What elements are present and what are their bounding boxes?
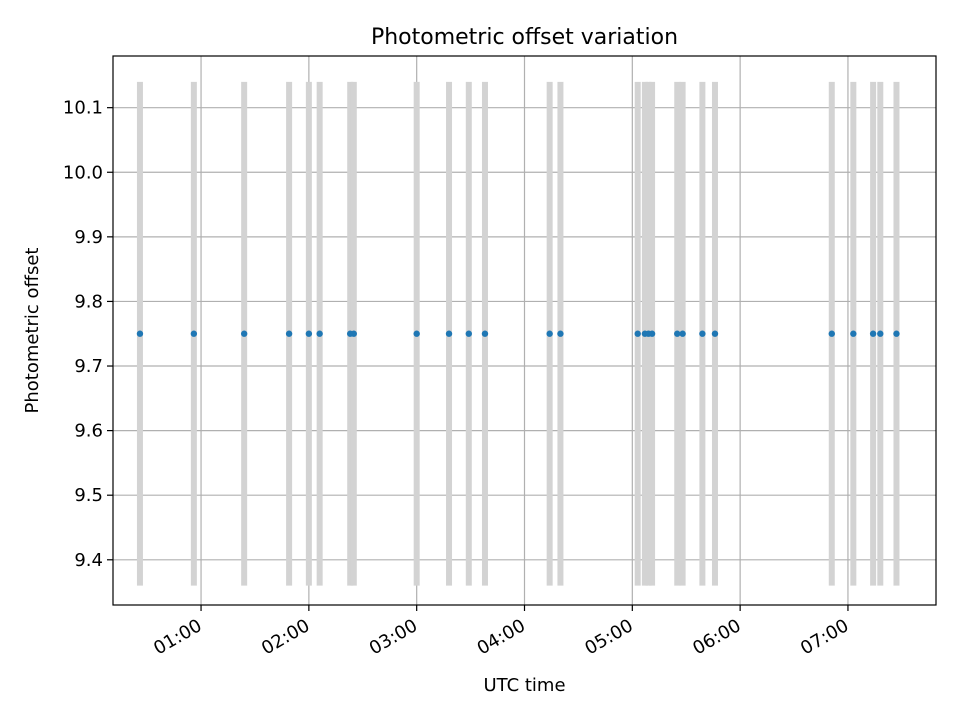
data-point <box>828 330 835 337</box>
data-point <box>445 330 453 337</box>
y-tick-label: 10.1 <box>63 98 103 119</box>
y-tick-label: 9.8 <box>74 291 103 312</box>
data-point <box>711 330 719 337</box>
data-point <box>679 330 686 337</box>
data-point <box>557 330 564 337</box>
y-tick-label: 9.6 <box>74 421 103 442</box>
data-point <box>893 330 900 337</box>
data-point <box>316 330 323 337</box>
y-tick-label: 9.9 <box>74 227 103 248</box>
data-point <box>648 330 656 337</box>
data-point <box>413 330 420 337</box>
chart-title: Photometric offset variation <box>371 25 678 50</box>
y-tick-label: 10.0 <box>63 162 103 183</box>
data-point <box>546 330 553 337</box>
data-point <box>850 330 857 337</box>
data-point <box>240 330 248 337</box>
data-point <box>674 330 681 337</box>
data-point <box>481 330 489 337</box>
data-point <box>350 330 357 337</box>
y-axis-ticks: 9.4 9.5 9.6 9.7 9.8 9.9 10.0 10.1 <box>63 98 113 571</box>
data-point <box>869 330 877 337</box>
y-tick-label: 9.7 <box>74 356 103 377</box>
data-point <box>136 330 144 337</box>
data-points <box>136 330 900 337</box>
y-axis-label: Photometric offset <box>22 248 43 414</box>
x-axis-label: UTC time <box>483 675 565 696</box>
y-tick-label: 9.5 <box>74 485 103 506</box>
data-point <box>305 330 313 337</box>
data-point <box>465 330 472 337</box>
data-point <box>190 330 198 337</box>
data-point <box>877 330 884 337</box>
data-point <box>699 330 706 337</box>
y-tick-label: 9.4 <box>74 550 103 571</box>
data-point <box>634 330 641 337</box>
data-point <box>285 330 293 337</box>
